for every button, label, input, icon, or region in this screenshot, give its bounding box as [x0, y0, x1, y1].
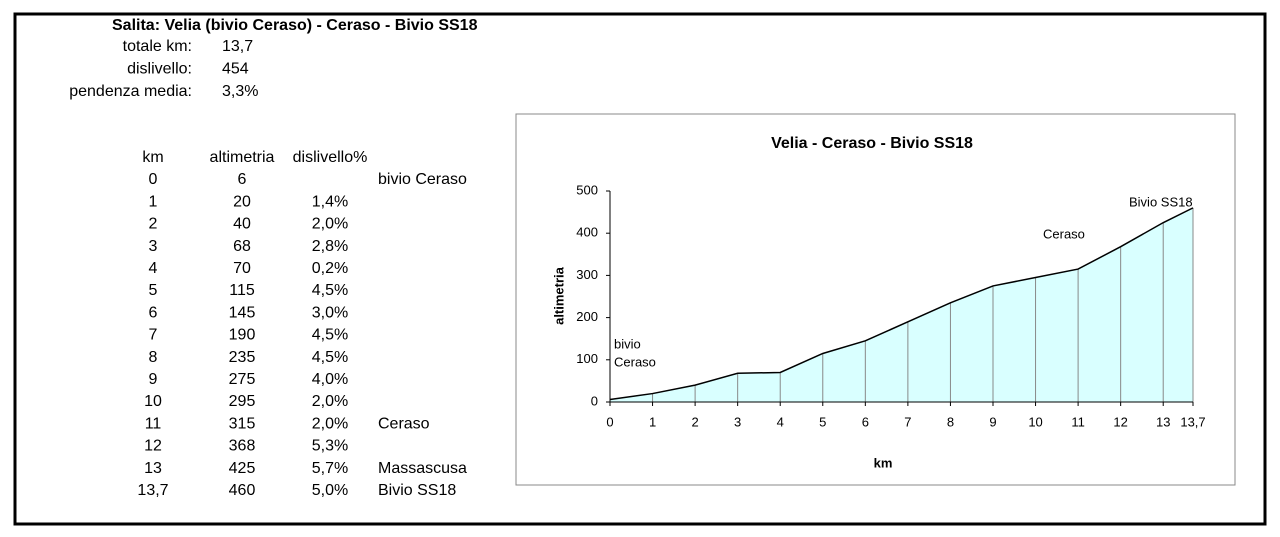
cell-km: 7 — [149, 327, 158, 344]
cell-km: 2 — [149, 216, 158, 233]
x-tick-label: 13 — [1156, 414, 1170, 429]
cell-km: 8 — [149, 349, 158, 366]
cell-km: 13 — [144, 460, 162, 477]
x-axis-label: km — [874, 455, 893, 470]
summary-label: totale km: — [123, 38, 192, 55]
cell-altimetria: 68 — [233, 238, 251, 255]
cell-altimetria: 368 — [229, 438, 256, 455]
outer-border — [13, 12, 1267, 526]
annotation: Ceraso — [614, 354, 656, 369]
cell-altimetria: 190 — [229, 327, 256, 344]
y-tick-label: 0 — [591, 393, 598, 408]
y-tick-label: 200 — [576, 309, 598, 324]
cell-altimetria: 145 — [229, 304, 256, 321]
cell-note: Bivio SS18 — [378, 482, 456, 499]
cell-dislivello: 5,7% — [312, 460, 348, 477]
cell-altimetria: 235 — [229, 349, 256, 366]
x-tick-label: 5 — [819, 414, 826, 429]
cell-km: 9 — [149, 371, 158, 388]
x-tick-label: 11 — [1071, 414, 1085, 429]
x-tick-label: 3 — [734, 414, 741, 429]
annotation: bivio — [614, 336, 641, 351]
cell-dislivello: 4,5% — [312, 327, 348, 344]
profile-line — [609, 207, 1194, 401]
cell-dislivello: 5,3% — [312, 438, 348, 455]
cell-km: 11 — [145, 415, 162, 432]
cell-dislivello: 0,2% — [312, 260, 348, 277]
chart: Velia - Ceraso - Bivio SS18 km altimetri… — [551, 135, 1205, 470]
summary-value: 454 — [222, 61, 249, 78]
annotation: Ceraso — [1043, 226, 1085, 241]
cell-dislivello: 2,0% — [312, 216, 348, 233]
y-tick-label: 500 — [576, 182, 598, 197]
area-fill — [610, 207, 1193, 402]
cell-dislivello: 4,5% — [312, 282, 348, 299]
x-tick-label: 12 — [1113, 414, 1127, 429]
table-header: altimetria — [210, 149, 275, 166]
x-tick-label: 10 — [1028, 414, 1042, 429]
x-tick-label: 2 — [691, 414, 698, 429]
cell-altimetria: 40 — [233, 216, 251, 233]
summary-value: 3,3% — [222, 83, 258, 100]
x-tick-label: 1 — [649, 414, 656, 429]
summary-label: dislivello: — [127, 61, 192, 78]
table-header: km — [142, 149, 163, 166]
cell-altimetria: 315 — [229, 415, 256, 432]
y-axis-label: altimetria — [551, 266, 566, 325]
cell-km: 0 — [149, 171, 158, 188]
x-tick-label: 4 — [777, 414, 784, 429]
cell-dislivello: 3,0% — [312, 304, 348, 321]
x-tick-label: 7 — [904, 414, 911, 429]
cell-note: Massascusa — [378, 460, 467, 477]
cell-dislivello: 2,0% — [312, 415, 348, 432]
summary-label: pendenza media: — [69, 83, 192, 100]
cell-altimetria: 70 — [233, 260, 251, 277]
cell-altimetria: 20 — [233, 193, 251, 210]
annotation: Bivio SS18 — [1129, 194, 1193, 209]
y-tick-label: 100 — [576, 351, 598, 366]
table-header: dislivello% — [293, 149, 368, 166]
y-tick-label: 400 — [576, 225, 598, 240]
cell-km: 3 — [149, 238, 158, 255]
cell-altimetria: 275 — [229, 371, 256, 388]
cell-altimetria: 460 — [229, 482, 256, 499]
cell-km: 5 — [149, 282, 158, 299]
x-tick-label: 9 — [989, 414, 996, 429]
doc-title: Salita: Velia (bivio Ceraso) - Ceraso - … — [112, 17, 478, 34]
cell-km: 6 — [149, 304, 158, 321]
cell-altimetria: 6 — [238, 171, 247, 188]
y-tick-label: 300 — [576, 267, 598, 282]
cell-km: 4 — [149, 260, 158, 277]
cell-dislivello: 4,5% — [312, 349, 348, 366]
x-tick-label: 8 — [947, 414, 954, 429]
x-tick-label: 0 — [606, 414, 613, 429]
cell-note: bivio Ceraso — [378, 171, 467, 188]
cell-dislivello: 1,4% — [312, 193, 348, 210]
cell-km: 13,7 — [137, 482, 168, 499]
cell-altimetria: 425 — [229, 460, 256, 477]
cell-km: 12 — [144, 438, 162, 455]
cell-dislivello: 2,8% — [312, 238, 348, 255]
cell-altimetria: 115 — [229, 282, 255, 299]
cell-dislivello: 2,0% — [312, 393, 348, 410]
cell-dislivello: 4,0% — [312, 371, 348, 388]
cell-altimetria: 295 — [229, 393, 256, 410]
chart-title: Velia - Ceraso - Bivio SS18 — [771, 135, 973, 152]
x-tick-label: 13,7 — [1180, 414, 1205, 429]
cell-km: 10 — [144, 393, 162, 410]
cell-km: 1 — [149, 193, 158, 210]
x-tick-label: 6 — [862, 414, 869, 429]
cell-dislivello: 5,0% — [312, 482, 348, 499]
summary-value: 13,7 — [222, 38, 253, 55]
cell-note: Ceraso — [378, 415, 430, 432]
